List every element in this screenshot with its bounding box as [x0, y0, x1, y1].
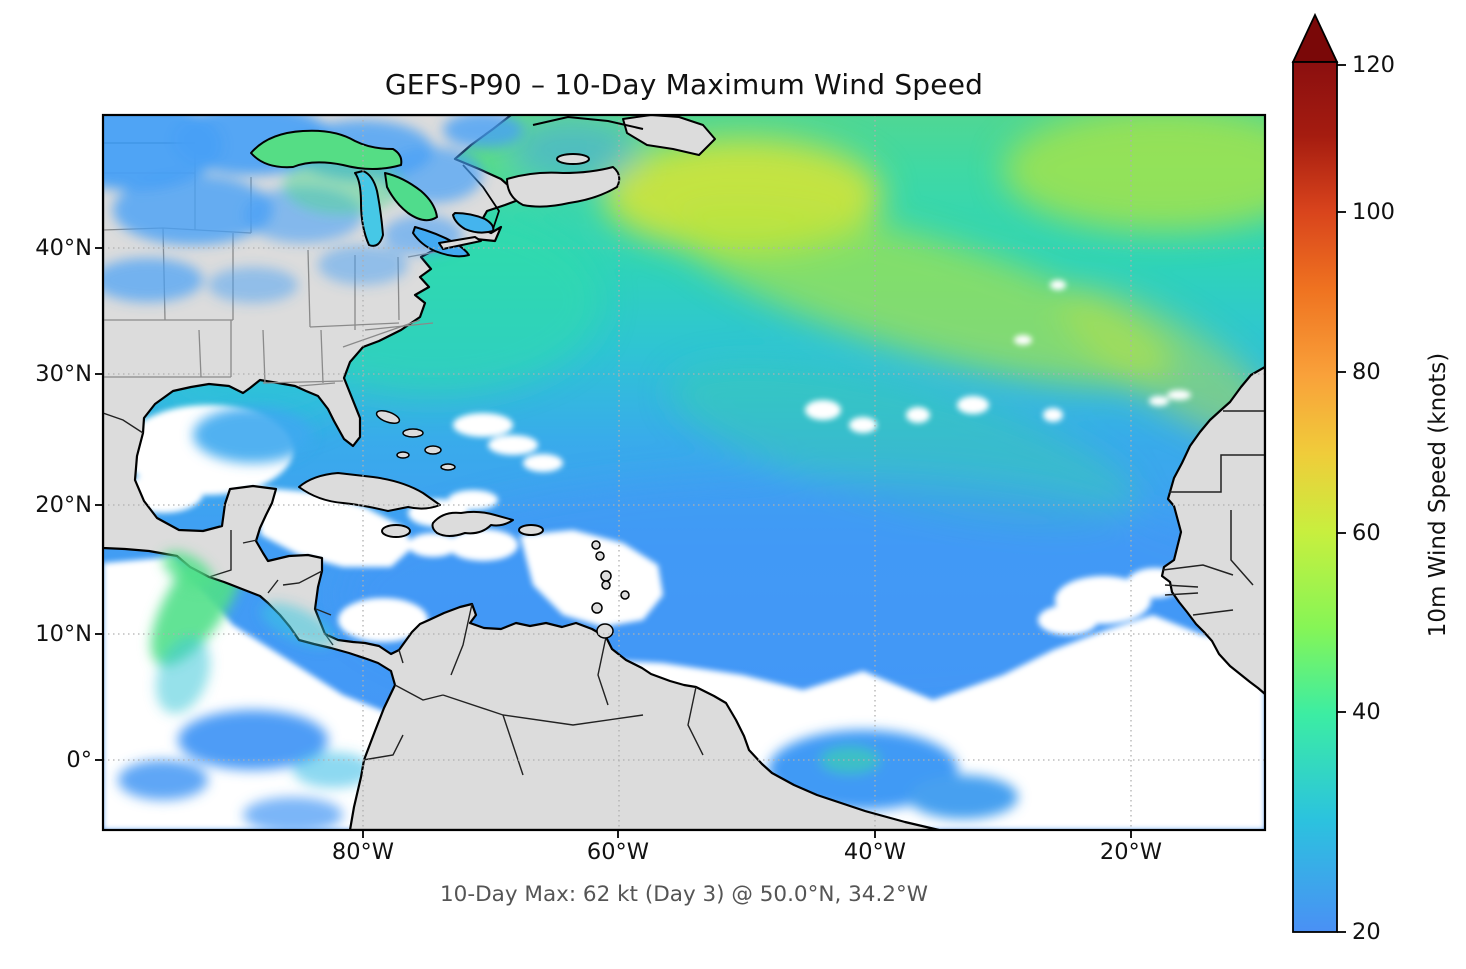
lat-tick-30n: 30°N [35, 361, 92, 387]
nova-scotia [506, 166, 621, 208]
axes-frame [101, 113, 1267, 832]
colorbar-tick-40: 40 [1352, 699, 1381, 725]
colorbar-tick-marks [1337, 64, 1346, 933]
country-borders-africa [1162, 410, 1265, 616]
lat-tick-10n: 10°N [35, 621, 92, 647]
country-borders-americas [103, 412, 704, 776]
colorbar [1291, 12, 1346, 933]
prince-edward-island [556, 153, 590, 165]
colorbar-tick-20: 20 [1352, 919, 1381, 945]
trinidad [596, 623, 614, 639]
colorbar-tick-120: 120 [1352, 52, 1395, 78]
page-title: GEFS-P90 – 10-Day Maximum Wind Speed [384, 68, 984, 101]
lon-tick-40w: 40°W [843, 839, 907, 865]
lon-tick-60w: 60°W [586, 839, 650, 865]
lat-tick-20n: 20°N [35, 492, 92, 518]
lon-tick-80w: 80°W [331, 839, 395, 865]
lat-tick-0: 0° [66, 747, 92, 773]
islands [298, 115, 716, 639]
quebec-north-shore [532, 116, 644, 130]
jamaica [381, 524, 411, 538]
colorbar-over-arrow [1291, 12, 1339, 63]
lesser-antilles [591, 540, 630, 639]
colorbar-tick-100: 100 [1352, 199, 1395, 225]
colorbar-gradient [1292, 61, 1338, 933]
colorbar-tick-60: 60 [1352, 520, 1381, 546]
wind-patches-over-mask [118, 407, 1018, 830]
map-canvas [103, 115, 1265, 830]
lat-tick-40n: 40°N [35, 235, 92, 261]
lon-tick-20w: 20°W [1099, 839, 1163, 865]
hispaniola [431, 510, 514, 537]
gridlines [103, 115, 1265, 830]
land-africa [1160, 365, 1265, 696]
colorbar-tick-80: 80 [1352, 359, 1381, 385]
cuba [298, 472, 441, 512]
axis-tick-marks [95, 247, 1132, 838]
great-lakes [250, 129, 495, 258]
puerto-rico [518, 524, 544, 536]
bahamas [375, 410, 456, 471]
colorbar-axis-label: 10m Wind Speed (knots) [1425, 352, 1451, 638]
subtitle-annotation: 10-Day Max: 62 kt (Day 3) @ 50.0°N, 34.2… [439, 882, 928, 907]
long-island [438, 236, 482, 250]
